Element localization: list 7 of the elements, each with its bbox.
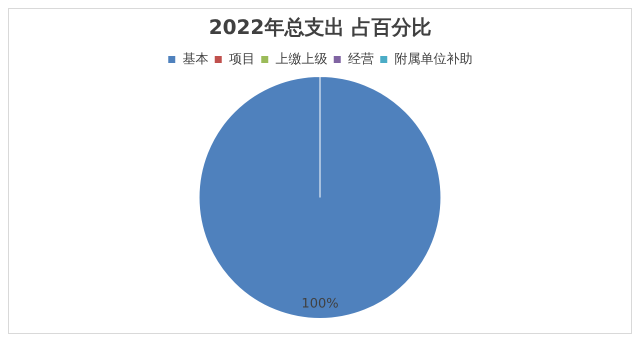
legend-label: 基本 [182, 52, 208, 67]
legend-label: 上缴上级 [275, 52, 328, 67]
data-label: 100% [301, 296, 339, 312]
chart-title: 2022年总支出 占百分比 [208, 15, 432, 40]
legend-label: 项目 [228, 52, 255, 67]
legend-label: 经营 [348, 52, 374, 67]
legend-label: 附属单位补助 [394, 52, 472, 67]
